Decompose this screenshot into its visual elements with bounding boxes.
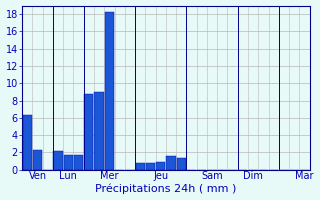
Bar [166, 156, 176, 170]
Bar [23, 115, 32, 170]
Bar [64, 155, 73, 170]
Bar [146, 163, 155, 170]
Bar [156, 162, 165, 170]
X-axis label: Précipitations 24h ( mm ): Précipitations 24h ( mm ) [95, 184, 236, 194]
Bar [53, 151, 63, 170]
Bar [74, 155, 83, 170]
Bar [94, 92, 104, 170]
Bar [33, 150, 42, 170]
Bar [105, 12, 114, 170]
Bar [84, 94, 93, 170]
Bar [136, 163, 145, 170]
Bar [177, 158, 186, 170]
